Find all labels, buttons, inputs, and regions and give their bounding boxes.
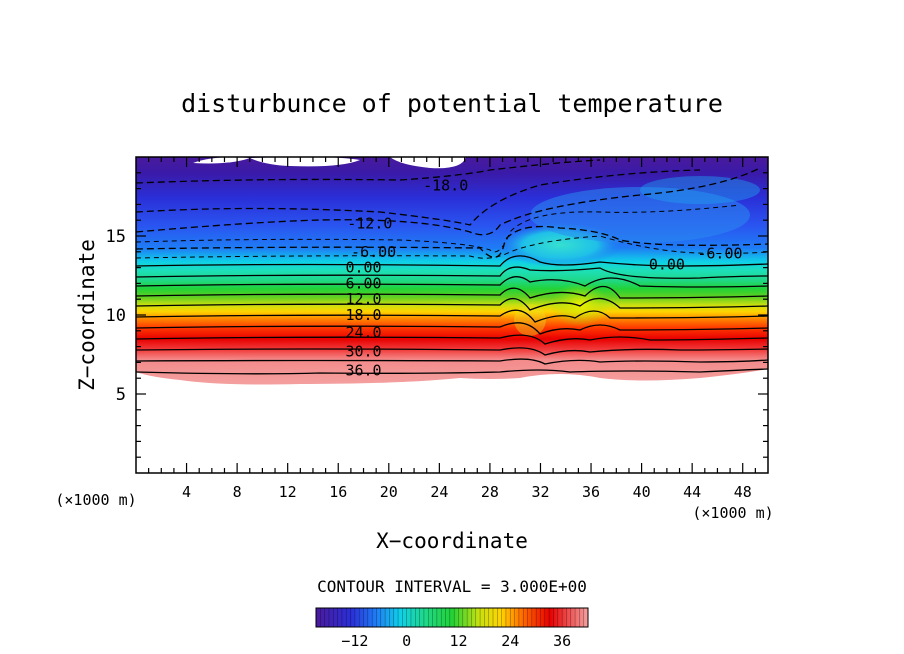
x-tick-label: 8 xyxy=(233,483,242,501)
y-tick-label: 15 xyxy=(106,227,126,247)
x-tick-label: 36 xyxy=(582,483,600,501)
x-tick-label: 12 xyxy=(279,483,297,501)
colorbar-tick-label: 24 xyxy=(501,632,519,650)
x-unit-label: (×1000 m) xyxy=(692,504,773,522)
x-tick-label: 48 xyxy=(734,483,752,501)
contour-interval-text: CONTOUR INTERVAL = 3.000E+00 xyxy=(317,577,587,596)
contour-label: 0.00 xyxy=(345,259,381,277)
x-tick-label: 32 xyxy=(531,483,549,501)
colorbar-tick-label: 12 xyxy=(449,632,467,650)
contour-label: 6.00 xyxy=(345,274,381,292)
x-tick-label: 16 xyxy=(329,483,347,501)
contour-label: 0.00 xyxy=(649,255,685,273)
contour-label: 12.0 xyxy=(345,290,381,308)
colorbar-tick-label: −12 xyxy=(341,632,368,650)
y-unit-label: (×1000 m) xyxy=(55,491,136,509)
contour-label: 36.0 xyxy=(345,361,381,379)
x-axis-label: X−coordinate xyxy=(376,529,528,553)
x-axis: 4 8 12 16 20 24 28 32 36 40 44 48 xyxy=(148,157,756,501)
x-tick-label: 4 xyxy=(182,483,191,501)
contour-label: 18.0 xyxy=(345,306,381,324)
x-tick-label: 40 xyxy=(633,483,651,501)
contour-label: 24.0 xyxy=(345,323,381,341)
y-tick-label: 10 xyxy=(106,306,126,326)
contour-labels: -18.0-12.0-6.000.006.0012.018.024.030.03… xyxy=(345,176,742,379)
colorbar-fill xyxy=(315,607,589,628)
x-tick-label: 28 xyxy=(481,483,499,501)
y-axis: 5 10 15 xyxy=(106,172,768,458)
x-tick-label: 44 xyxy=(683,483,701,501)
y-tick-label: 5 xyxy=(116,385,126,405)
x-tick-label: 24 xyxy=(430,483,448,501)
colorbar-tick-label: 0 xyxy=(402,632,411,650)
x-tick-label: 20 xyxy=(380,483,398,501)
colorbar: −12 0 12 24 36 xyxy=(315,607,589,650)
chart-title: disturbunce of potential temperature xyxy=(181,89,723,118)
contour-label: 30.0 xyxy=(345,342,381,360)
y-axis-label: Z−coordinate xyxy=(75,239,99,391)
contour-label: -6.00 xyxy=(351,243,396,261)
contour-label: -12.0 xyxy=(347,214,392,232)
colorbar-tick-label: 36 xyxy=(553,632,571,650)
contour-field xyxy=(136,157,768,385)
contour-label: -6.00 xyxy=(697,244,742,262)
contour-lines xyxy=(136,159,768,375)
contour-label: -18.0 xyxy=(423,176,468,194)
